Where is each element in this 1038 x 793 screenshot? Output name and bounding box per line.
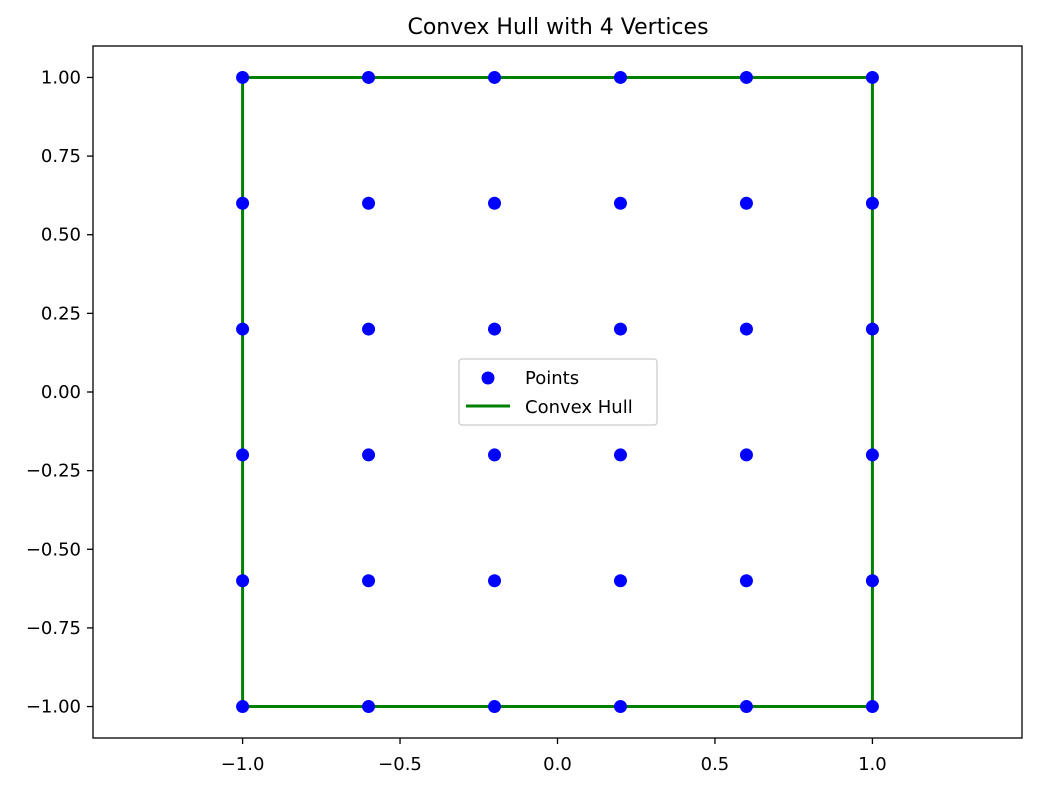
y-tick-label: −0.75	[26, 618, 81, 639]
scatter-point	[865, 196, 879, 210]
scatter-point	[236, 70, 250, 84]
y-tick-label: −1.00	[26, 697, 81, 718]
scatter-point	[362, 70, 376, 84]
scatter-point	[739, 448, 753, 462]
scatter-point	[865, 448, 879, 462]
scatter-point	[739, 700, 753, 714]
scatter-point	[236, 322, 250, 336]
scatter-point	[488, 196, 502, 210]
y-tick-label: −0.50	[26, 539, 81, 560]
scatter-point	[236, 196, 250, 210]
x-tick-label: 0.0	[543, 754, 572, 775]
scatter-point	[488, 448, 502, 462]
scatter-point	[362, 322, 376, 336]
y-tick-label: 0.50	[41, 225, 81, 246]
scatter-point	[739, 574, 753, 588]
scatter-point	[236, 448, 250, 462]
legend-hull-label: Convex Hull	[525, 397, 633, 418]
scatter-point	[613, 574, 627, 588]
y-axis: 1.00 0.75 0.50 0.25 0.00 −0.25 −0.50 −0.75 −1.00	[26, 67, 93, 718]
scatter-point	[236, 700, 250, 714]
y-tick-label: 0.75	[41, 146, 81, 167]
scatter-point	[613, 70, 627, 84]
scatter-point	[613, 322, 627, 336]
scatter-point	[362, 196, 376, 210]
legend-box	[458, 358, 658, 426]
points-layer	[236, 70, 879, 714]
x-tick-label: −0.5	[378, 754, 422, 775]
x-axis: −1.0 −0.5 0.0 0.5 1.0	[221, 738, 887, 775]
scatter-point	[488, 70, 502, 84]
scatter-point	[613, 700, 627, 714]
y-tick-label: 0.00	[41, 382, 81, 403]
scatter-point	[362, 574, 376, 588]
scatter-point	[613, 196, 627, 210]
legend: Points Convex Hull	[458, 358, 658, 426]
scatter-point	[865, 322, 879, 336]
scatter-point	[739, 196, 753, 210]
chart-title: Convex Hull with 4 Vertices	[407, 15, 708, 40]
scatter-point	[865, 574, 879, 588]
x-tick-label: 1.0	[858, 754, 887, 775]
scatter-point	[488, 322, 502, 336]
scatter-point	[865, 700, 879, 714]
y-tick-label: 1.00	[41, 67, 81, 88]
scatter-point	[362, 700, 376, 714]
y-tick-label: −0.25	[26, 461, 81, 482]
legend-points-marker	[481, 371, 495, 385]
x-tick-label: −1.0	[221, 754, 265, 775]
scatter-point	[488, 700, 502, 714]
scatter-point	[739, 70, 753, 84]
scatter-point	[488, 574, 502, 588]
y-tick-label: 0.25	[41, 303, 81, 324]
x-tick-label: 0.5	[701, 754, 730, 775]
scatter-point	[865, 70, 879, 84]
legend-points-label: Points	[525, 368, 579, 389]
scatter-point	[739, 322, 753, 336]
scatter-point	[236, 574, 250, 588]
scatter-point	[362, 448, 376, 462]
scatter-point	[613, 448, 627, 462]
